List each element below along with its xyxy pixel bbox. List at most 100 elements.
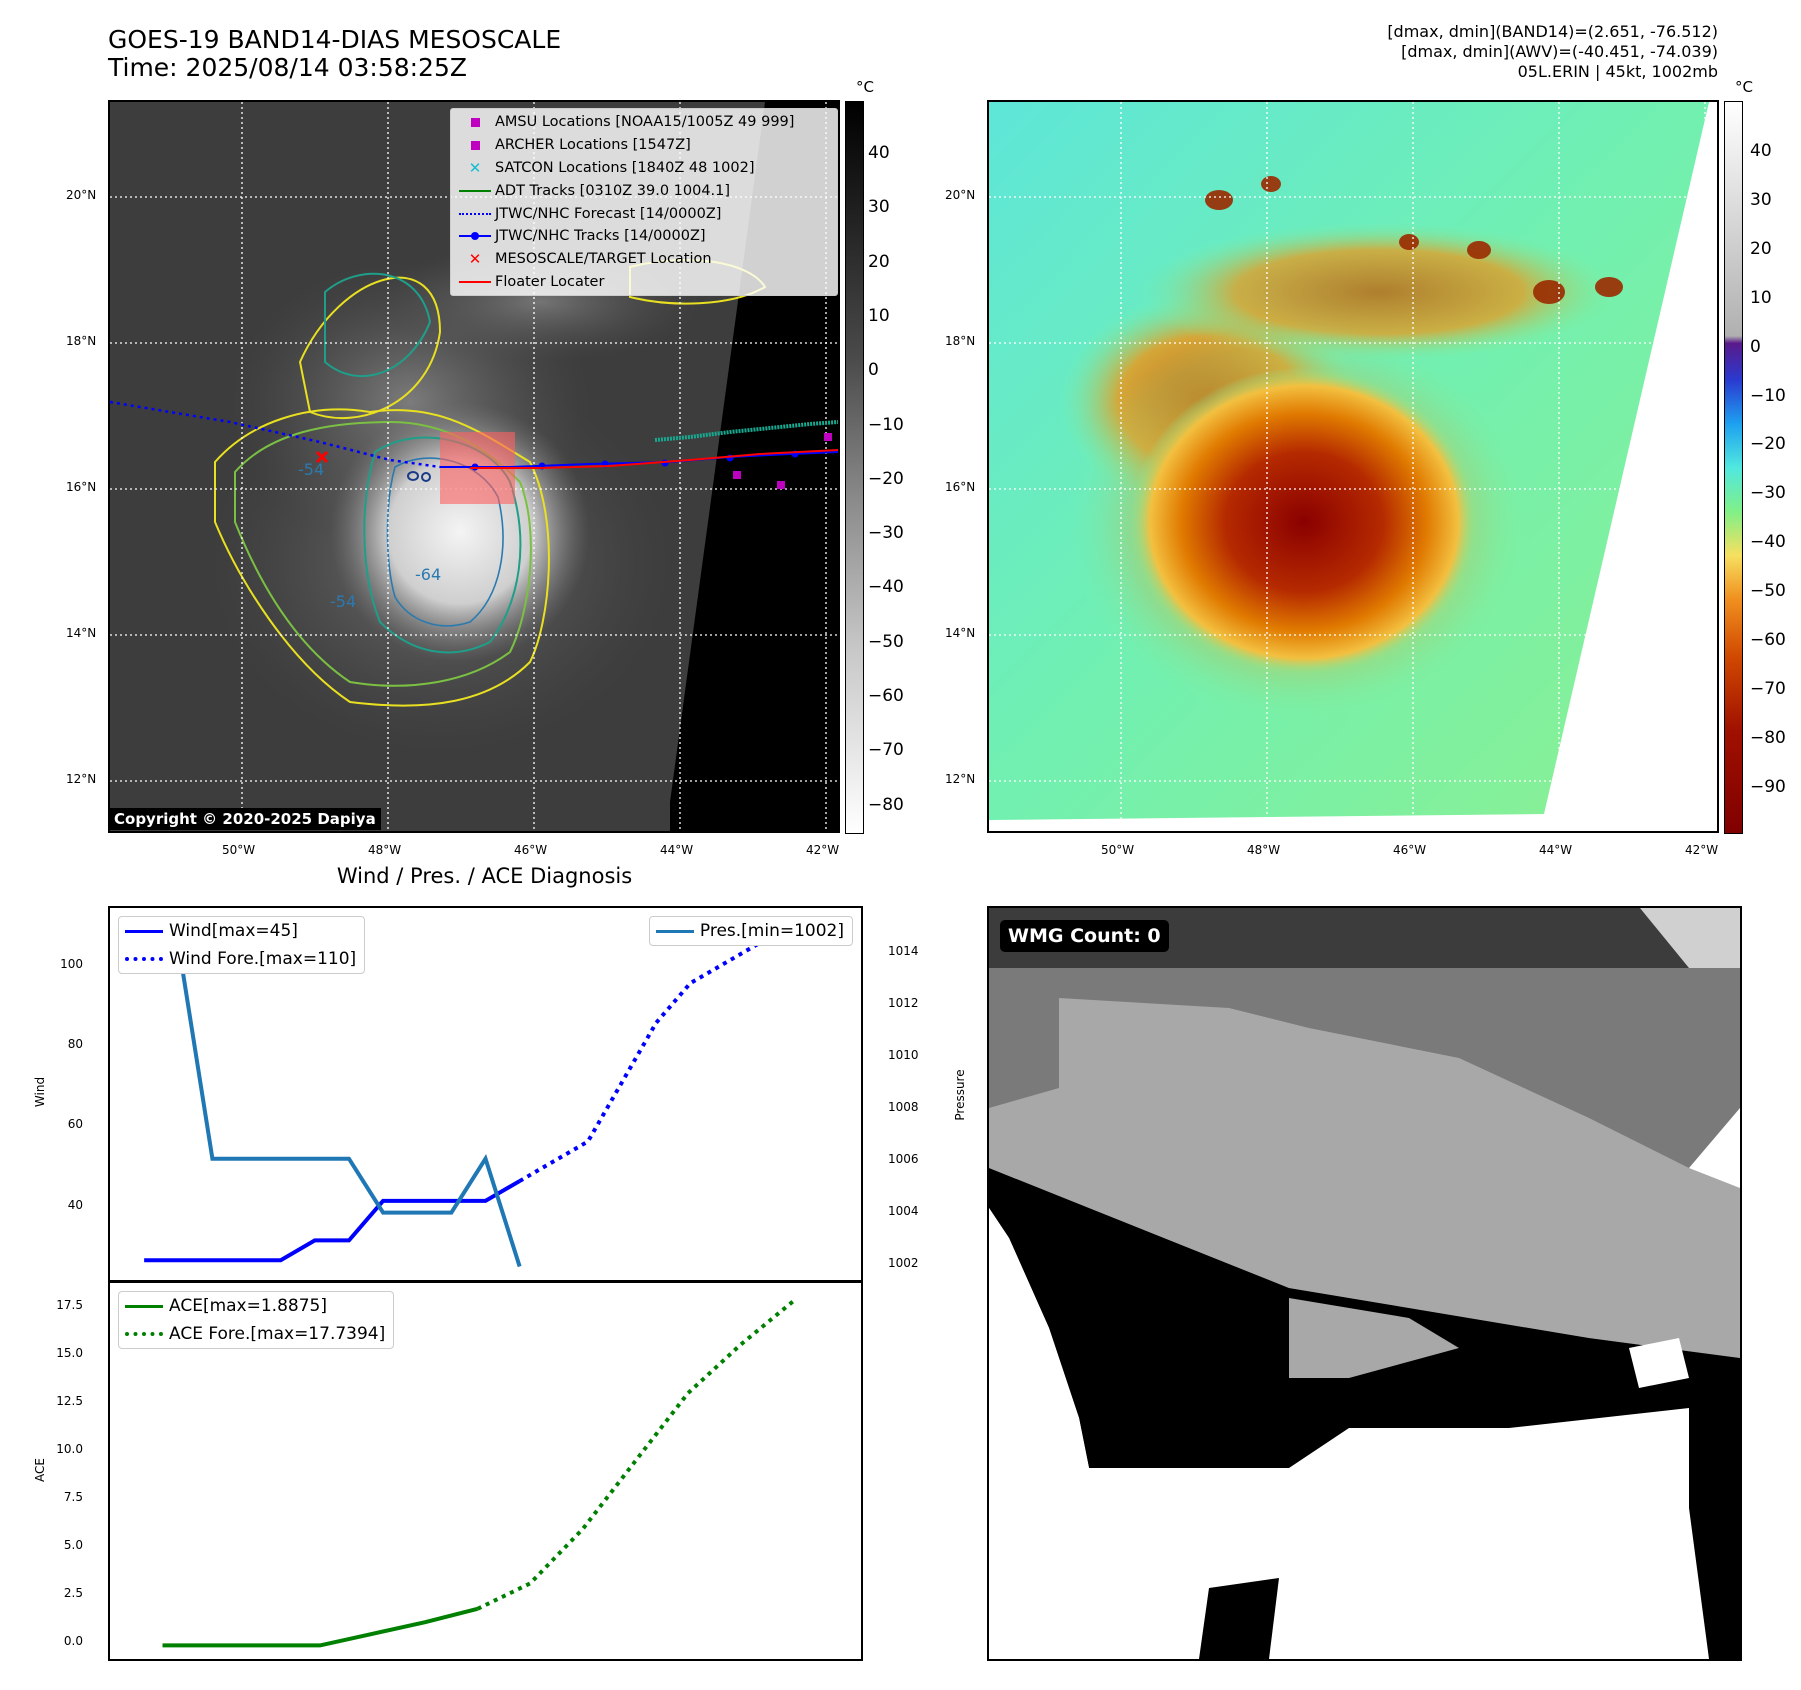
ace-tick-label: 15.0 (56, 1346, 83, 1360)
colorbar-right-tick-label: −30 (1750, 483, 1786, 504)
copyright-label: Copyright © 2020-2025 Dapiya (109, 808, 381, 830)
legend-label: ACE[max=1.8875] (169, 1296, 327, 1316)
lat-label: 16°N (66, 480, 97, 494)
series-line (162, 1606, 479, 1648)
series-line (476, 1300, 795, 1611)
ace-plot (162, 1300, 795, 1648)
colorbar-left-tick-label: −20 (868, 468, 904, 489)
lat-label: 18°N (945, 334, 976, 348)
wind-tick-label: 80 (67, 1037, 83, 1051)
series-line (518, 941, 760, 1183)
amsu-marker-2 (824, 433, 832, 441)
ace-tick-label: 7.5 (63, 1490, 83, 1504)
amsu-marker (733, 471, 741, 479)
lat-label: 20°N (66, 188, 97, 202)
pressure-tick-label: 1014 (888, 944, 919, 958)
lon-label: 50°W (222, 843, 256, 857)
lon-label: 48°W (1247, 843, 1281, 857)
colorbar-left-tick-label: −10 (868, 414, 904, 435)
colorbar-right-tick-label: −70 (1750, 678, 1786, 699)
pressure-tick-label: 1008 (888, 1100, 919, 1114)
colorbar-left (845, 101, 864, 834)
title-line-2: Time: 2025/08/14 03:58:25Z (108, 53, 467, 82)
legend-item-floater: Floater Locater (455, 271, 833, 294)
x-icon: ✕ (468, 250, 482, 269)
legend-item-archer: ARCHER Locations [1547Z] (455, 134, 833, 157)
colorbar-left-tick-label: 30 (868, 197, 890, 218)
ace-axis-label: ACE (33, 1458, 47, 1482)
info-line-3: 05L.ERIN | 45kt, 1002mb (1517, 62, 1718, 81)
lat-label: 18°N (66, 334, 97, 348)
legend-label: MESOSCALE/TARGET Location (495, 251, 712, 268)
ace-tick-label: 12.5 (56, 1394, 83, 1408)
wind-tick-label: 40 (67, 1198, 83, 1212)
line-icon (455, 272, 495, 292)
line-dot-icon (455, 226, 495, 246)
adt-track-line (654, 420, 838, 442)
wmg-image (989, 908, 1740, 1659)
x-icon: ✕ (468, 158, 482, 177)
figure-info: [dmax, dmin](BAND14)=(2.651, -76.512) [d… (1387, 22, 1718, 82)
legend-label: SATCON Locations [1840Z 48 1002] (495, 159, 755, 176)
square-icon (455, 135, 495, 155)
line-icon (455, 181, 495, 201)
awv-map-panel (987, 100, 1719, 833)
colorbar-left-tick-label: −30 (868, 523, 904, 544)
wmg-panel (987, 906, 1742, 1661)
colorbar-left-tick-label: −70 (868, 740, 904, 761)
awv-map-image (989, 102, 1717, 831)
legend-label: AMSU Locations [NOAA15/1005Z 49 999] (495, 114, 795, 131)
lat-label: 20°N (945, 188, 976, 202)
pressure-axis-label: Pressure (953, 1069, 967, 1121)
ace-tick-label: 5.0 (63, 1538, 83, 1552)
line-icon (119, 1296, 169, 1316)
map-legend: AMSU Locations [NOAA15/1005Z 49 999] ARC… (450, 108, 838, 297)
lon-label: 48°W (368, 843, 402, 857)
colorbar-right-tick-label: 10 (1750, 287, 1772, 308)
legend-label: Wind Fore.[max=110] (169, 949, 357, 969)
legend-item-pressure: Pres.[min=1002] (650, 917, 852, 945)
lon-label: 46°W (514, 843, 548, 857)
line-icon (119, 921, 169, 941)
wmg-count-badge: WMG Count: 0 (1000, 920, 1169, 952)
legend-label: JTWC/NHC Forecast [14/0000Z] (495, 205, 722, 222)
colorbar-left-tick-label: 40 (868, 143, 890, 163)
colorbar-right-tick-label: −90 (1750, 776, 1786, 797)
ace-tick-label: 2.5 (63, 1586, 83, 1600)
forecast-track-line (110, 400, 441, 469)
colorbar-right-tick-label: −50 (1750, 581, 1786, 602)
target-x-marker (315, 450, 329, 464)
colorbar-right-tick-label: 20 (1750, 238, 1772, 259)
legend-item-jtwc: JTWC/NHC Tracks [14/0000Z] (455, 225, 833, 248)
legend-item-satcon: ✕ SATCON Locations [1840Z 48 1002] (455, 157, 833, 180)
colorbar-left-tick-label: −40 (868, 577, 904, 598)
contour-label-2: -54 (330, 592, 356, 611)
lon-label: 42°W (1685, 843, 1719, 857)
legend-label: JTWC/NHC Tracks [14/0000Z] (495, 228, 706, 245)
colorbar-left-tick-label: −60 (868, 686, 904, 706)
wind-pres-panel: Wind[max=45] Wind Fore.[max=110] Pres.[m… (108, 906, 863, 1282)
legend-label: Pres.[min=1002] (699, 921, 844, 941)
wind-tick-label: 60 (67, 1117, 83, 1131)
pressure-tick-label: 1004 (888, 1204, 919, 1218)
pressure-legend: Pres.[min=1002] (648, 916, 853, 946)
wind-pres-plot (144, 941, 760, 1268)
lat-label: 14°N (66, 626, 97, 640)
pressure-tick-label: 1006 (888, 1152, 919, 1166)
ace-panel: ACE[max=1.8875] ACE Fore.[max=17.7394] (108, 1281, 863, 1661)
legend-label: Wind[max=45] (169, 921, 298, 941)
legend-item-ace: ACE[max=1.8875] (119, 1292, 393, 1320)
lat-label: 12°N (66, 772, 97, 786)
colorbar-right (1724, 101, 1743, 834)
lon-label: 44°W (660, 843, 694, 857)
lat-label: 14°N (945, 626, 976, 640)
colorbar-left-tick-label: −50 (868, 631, 904, 652)
wind-tick-label: 100 (60, 957, 83, 971)
contour-label-1: -54 (298, 460, 324, 479)
legend-item-wind-fore: Wind Fore.[max=110] (119, 945, 364, 973)
colorbar-left-unit: °C (856, 78, 874, 96)
figure-title: GOES-19 BAND14-DIAS MESOSCALE Time: 2025… (108, 26, 561, 82)
legend-item-wind: Wind[max=45] (119, 917, 364, 945)
lon-label: 44°W (1539, 843, 1573, 857)
ace-tick-label: 0.0 (63, 1634, 83, 1648)
